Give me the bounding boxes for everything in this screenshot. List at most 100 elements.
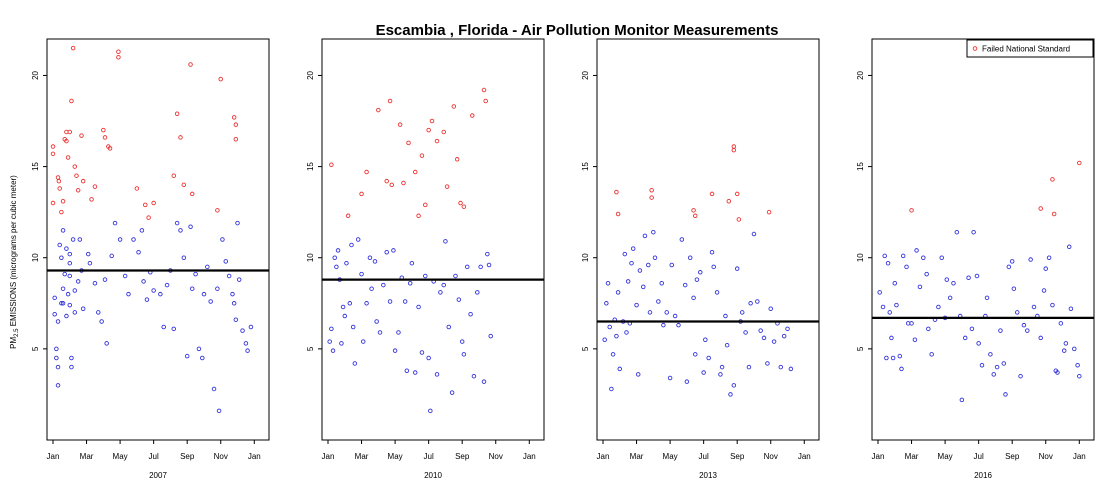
failed-point: [56, 178, 62, 184]
failed-point: [426, 127, 431, 133]
passed-point: [201, 291, 207, 297]
passed-point: [651, 229, 656, 235]
y-axis-label-subscript: 2.5: [14, 328, 20, 337]
passed-point: [369, 286, 374, 291]
passed-point: [360, 339, 366, 344]
passed-point: [158, 291, 163, 297]
legend-box: [966, 39, 1094, 58]
passed-point: [87, 260, 93, 266]
passed-point: [57, 242, 62, 248]
passed-point: [719, 364, 725, 370]
x-tick-label: Nov: [214, 452, 228, 461]
passed-point: [231, 301, 237, 306]
passed-point: [652, 255, 658, 260]
failed-point: [171, 173, 177, 178]
passed-point: [887, 310, 892, 315]
passed-point: [200, 355, 205, 361]
passed-point: [1061, 348, 1067, 353]
failed-point: [1077, 160, 1082, 166]
passed-point: [637, 268, 643, 273]
passed-point: [235, 220, 240, 226]
y-tick-label: 10: [306, 253, 315, 262]
passed-point: [1009, 259, 1015, 264]
passed-point: [706, 355, 711, 361]
passed-point: [1006, 264, 1012, 270]
passed-point: [771, 339, 777, 344]
failed-point: [444, 184, 450, 189]
passed-point: [1072, 346, 1077, 352]
failed-point: [75, 188, 81, 193]
x-axis-year-label: 2010: [424, 471, 442, 480]
passed-point: [1001, 361, 1007, 366]
chart-title: Escambia , Florida - Air Pollution Monit…: [376, 22, 779, 39]
passed-point: [372, 259, 378, 264]
x-tick-label: Jan: [523, 452, 536, 461]
passed-point: [951, 280, 956, 286]
y-tick-label: 5: [856, 346, 865, 351]
passed-point: [904, 264, 909, 270]
panel-frame: [321, 38, 545, 441]
passed-point: [402, 299, 408, 304]
passed-point: [453, 273, 458, 279]
passed-point: [349, 242, 354, 248]
failed-point: [909, 208, 914, 213]
passed-point: [701, 370, 706, 375]
y-axis-label: PM2.5 EMISSIONS (micrograms per cubic me…: [9, 175, 20, 349]
passed-point: [104, 341, 109, 346]
chart-panels: 5 10 15 20 Jan Mar May Jul Sep Nov Jan 2007 5 10 15 20 J…: [31, 38, 1095, 480]
passed-point: [624, 330, 629, 335]
passed-point: [709, 250, 715, 255]
x-tick-label: Nov: [489, 452, 503, 461]
passed-point: [486, 262, 492, 268]
failed-point: [429, 118, 435, 124]
passed-point: [897, 353, 903, 359]
passed-point: [70, 237, 76, 242]
failed-point: [178, 135, 183, 140]
x-tick-label: Jan: [597, 452, 610, 461]
x-tick-label: Mar: [355, 452, 369, 461]
passed-point: [1046, 255, 1052, 260]
y-tick-label: 15: [856, 162, 865, 171]
failed-point: [116, 54, 121, 60]
failed-point: [67, 129, 73, 135]
failed-point: [189, 191, 195, 197]
passed-point: [664, 310, 669, 315]
passed-point: [634, 302, 639, 308]
passed-point: [947, 295, 953, 301]
passed-point: [748, 301, 753, 306]
passed-point: [1031, 304, 1037, 310]
passed-point: [64, 246, 69, 251]
passed-point: [334, 264, 339, 270]
passed-point: [409, 260, 415, 266]
failed-point: [709, 191, 715, 197]
passed-point: [693, 352, 698, 357]
y-tick-label: 5: [581, 346, 590, 351]
failed-point: [481, 87, 487, 93]
x-tick-label: Mar: [630, 452, 644, 461]
panel-2013: 5 10 15 20 Jan Mar May Jul Sep Nov Jan 2013: [581, 38, 820, 480]
passed-point: [396, 330, 401, 335]
failed-point: [434, 138, 440, 144]
passed-point: [785, 326, 790, 332]
passed-point: [240, 328, 245, 333]
passed-point: [1025, 328, 1030, 333]
passed-point: [55, 364, 61, 370]
passed-point: [117, 237, 123, 242]
panel-2010: 5 10 15 20 Jan Mar May Jul Sep Nov Jan 2010: [306, 38, 545, 480]
failed-point: [65, 155, 71, 160]
passed-point: [929, 352, 934, 357]
passed-point: [478, 264, 483, 270]
passed-point: [230, 291, 235, 297]
failed-point: [766, 209, 772, 215]
failed-point: [389, 182, 394, 188]
y-axis-label-prefix: PM: [9, 337, 18, 349]
passed-point: [412, 370, 418, 375]
passed-point: [1058, 321, 1064, 326]
passed-point: [728, 392, 733, 397]
failed-point: [233, 122, 239, 127]
failed-point: [174, 111, 180, 116]
passed-point: [178, 228, 183, 233]
panel-2007: 5 10 15 20 Jan Mar May Jul Sep Nov Jan 2007: [31, 38, 270, 480]
x-tick-label: Jan: [322, 452, 335, 461]
passed-point: [622, 251, 628, 257]
